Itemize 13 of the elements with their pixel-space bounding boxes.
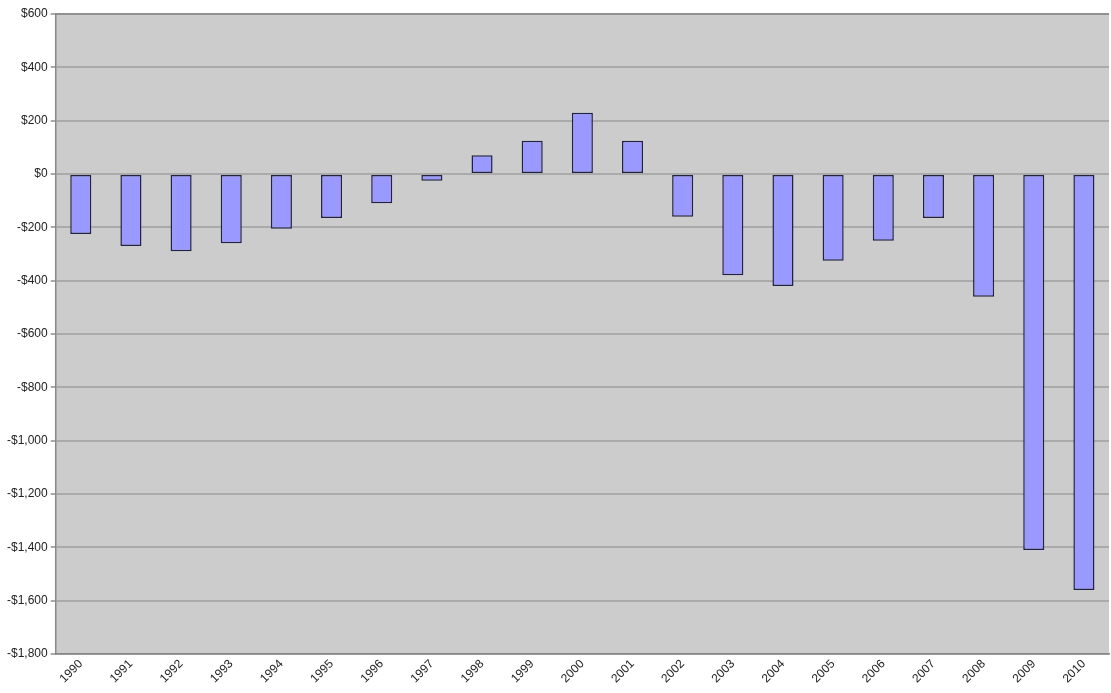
y-tick-label: -$800: [17, 379, 49, 394]
y-tick-label: -$400: [17, 272, 49, 287]
y-tick-label: -$1,000: [7, 432, 49, 447]
y-tick-label: -$600: [17, 326, 49, 341]
y-tick-label: $400: [21, 59, 49, 74]
y-tick-label: -$1,400: [7, 539, 49, 554]
y-tick-label: -$200: [17, 219, 49, 234]
y-tick-label: -$1,600: [7, 592, 49, 607]
y-tick-label: $600: [21, 6, 49, 21]
y-tick-label: $200: [21, 112, 49, 127]
y-tick-label: -$1,800: [7, 646, 49, 661]
y-tick-label: $0: [34, 166, 49, 181]
y-tick-label: -$1,200: [7, 486, 49, 501]
